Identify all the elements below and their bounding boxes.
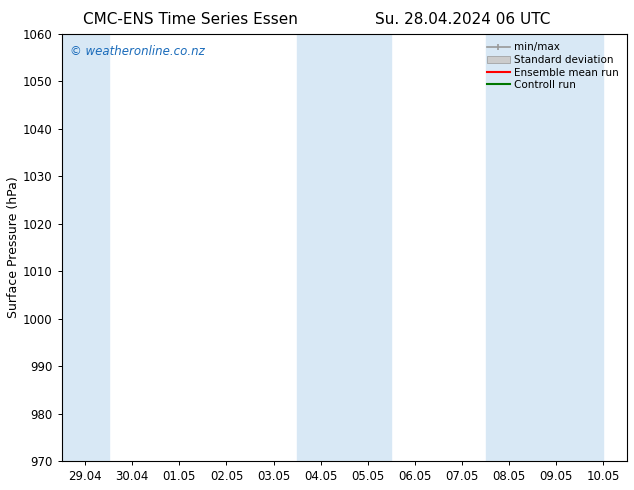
Text: CMC-ENS Time Series Essen: CMC-ENS Time Series Essen (83, 12, 297, 27)
Legend: min/max, Standard deviation, Ensemble mean run, Controll run: min/max, Standard deviation, Ensemble me… (484, 39, 622, 93)
Y-axis label: Surface Pressure (hPa): Surface Pressure (hPa) (7, 176, 20, 318)
Bar (61, 34, 108, 461)
Text: © weatheronline.co.nz: © weatheronline.co.nz (70, 45, 205, 58)
Text: Su. 28.04.2024 06 UTC: Su. 28.04.2024 06 UTC (375, 12, 550, 27)
Bar (486, 34, 604, 461)
Bar (297, 34, 391, 461)
